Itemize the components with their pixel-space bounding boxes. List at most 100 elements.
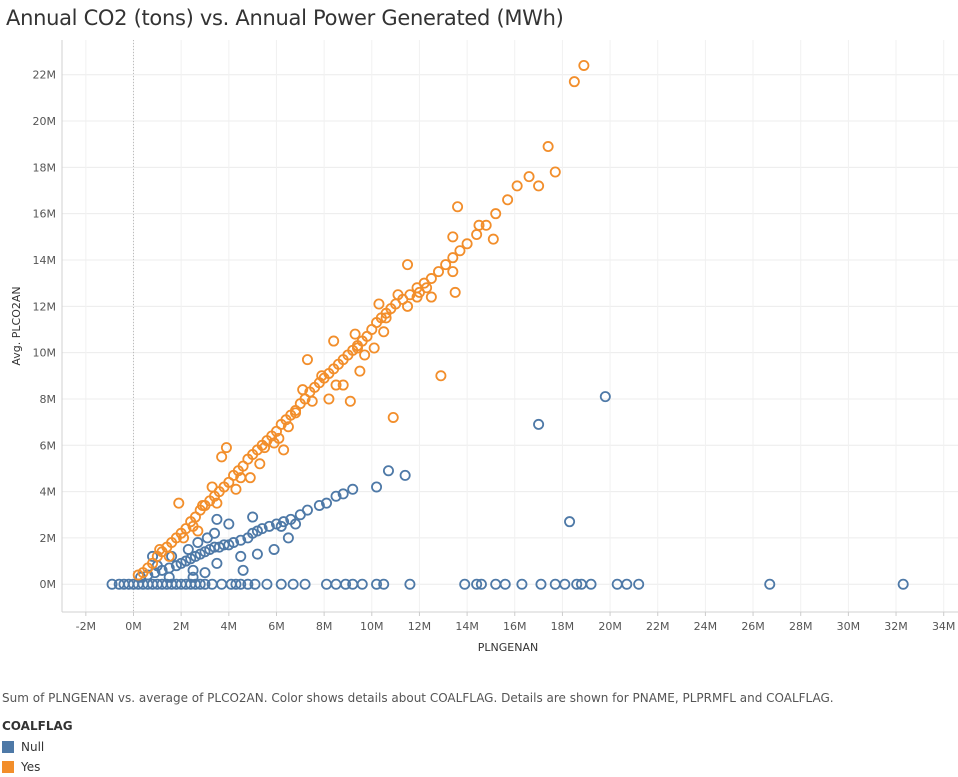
data-point-null[interactable] xyxy=(163,571,175,583)
data-point-null[interactable] xyxy=(499,578,511,590)
data-point-null[interactable] xyxy=(299,578,311,590)
data-point-null[interactable] xyxy=(321,497,333,509)
data-point-null[interactable] xyxy=(404,578,416,590)
data-point-yes[interactable] xyxy=(480,219,492,231)
data-point-null[interactable] xyxy=(287,578,299,590)
data-point-yes[interactable] xyxy=(220,442,232,454)
data-point-null[interactable] xyxy=(106,578,118,590)
data-point-null[interactable] xyxy=(585,578,597,590)
data-point-null[interactable] xyxy=(533,418,545,430)
data-point-null[interactable] xyxy=(633,578,645,590)
data-point-null[interactable] xyxy=(182,543,194,555)
data-point-yes[interactable] xyxy=(349,328,361,340)
data-point-null[interactable] xyxy=(282,532,294,544)
data-point-yes[interactable] xyxy=(425,273,437,285)
data-point-yes[interactable] xyxy=(323,393,335,405)
data-point-null[interactable] xyxy=(559,578,571,590)
data-point-null[interactable] xyxy=(235,534,247,546)
data-point-null[interactable] xyxy=(764,578,776,590)
data-point-null[interactable] xyxy=(897,578,909,590)
data-point-yes[interactable] xyxy=(330,379,342,391)
data-point-yes[interactable] xyxy=(359,349,371,361)
data-point-null[interactable] xyxy=(187,564,199,576)
data-point-null[interactable] xyxy=(347,483,359,495)
data-point-null[interactable] xyxy=(251,548,263,560)
data-point-null[interactable] xyxy=(371,481,383,493)
data-point-yes[interactable] xyxy=(206,481,218,493)
data-point-yes[interactable] xyxy=(278,444,290,456)
data-point-null[interactable] xyxy=(275,520,287,532)
data-point-yes[interactable] xyxy=(452,201,464,213)
data-point-yes[interactable] xyxy=(344,395,356,407)
data-point-null[interactable] xyxy=(235,550,247,562)
data-point-null[interactable] xyxy=(340,578,352,590)
legend-item-null[interactable]: Null xyxy=(2,737,73,757)
data-point-null[interactable] xyxy=(228,537,240,549)
data-point-null[interactable] xyxy=(247,511,259,523)
data-point-null[interactable] xyxy=(209,527,221,539)
data-point-null[interactable] xyxy=(263,520,275,532)
data-point-yes[interactable] xyxy=(421,282,433,294)
data-point-yes[interactable] xyxy=(487,233,499,245)
data-point-null[interactable] xyxy=(564,516,576,528)
data-point-yes[interactable] xyxy=(354,365,366,377)
data-point-null[interactable] xyxy=(192,537,204,549)
data-point-yes[interactable] xyxy=(197,499,209,511)
data-point-yes[interactable] xyxy=(425,291,437,303)
data-point-yes[interactable] xyxy=(373,298,385,310)
data-point-null[interactable] xyxy=(261,578,273,590)
data-point-yes[interactable] xyxy=(268,437,280,449)
data-point-null[interactable] xyxy=(223,518,235,530)
data-point-null[interactable] xyxy=(378,578,390,590)
data-point-yes[interactable] xyxy=(192,525,204,537)
data-point-null[interactable] xyxy=(290,518,302,530)
data-point-yes[interactable] xyxy=(173,497,185,509)
data-point-null[interactable] xyxy=(199,567,211,579)
data-point-null[interactable] xyxy=(621,578,633,590)
data-point-yes[interactable] xyxy=(387,411,399,423)
data-point-yes[interactable] xyxy=(316,370,328,382)
data-point-yes[interactable] xyxy=(259,442,271,454)
data-point-null[interactable] xyxy=(337,488,349,500)
data-point-null[interactable] xyxy=(230,578,242,590)
data-point-null[interactable] xyxy=(301,504,313,516)
data-point-yes[interactable] xyxy=(433,266,445,278)
data-point-null[interactable] xyxy=(199,578,211,590)
data-point-null[interactable] xyxy=(599,391,611,403)
data-point-yes[interactable] xyxy=(568,76,580,88)
data-point-yes[interactable] xyxy=(301,354,313,366)
data-point-yes[interactable] xyxy=(368,342,380,354)
data-point-null[interactable] xyxy=(475,578,487,590)
data-point-null[interactable] xyxy=(268,543,280,555)
data-point-yes[interactable] xyxy=(449,286,461,298)
data-point-null[interactable] xyxy=(147,550,159,562)
data-point-yes[interactable] xyxy=(461,238,473,250)
data-point-yes[interactable] xyxy=(378,326,390,338)
data-point-yes[interactable] xyxy=(490,208,502,220)
data-point-null[interactable] xyxy=(535,578,547,590)
data-point-null[interactable] xyxy=(382,465,394,477)
data-point-null[interactable] xyxy=(211,513,223,525)
data-point-null[interactable] xyxy=(571,578,583,590)
data-point-yes[interactable] xyxy=(178,532,190,544)
data-point-null[interactable] xyxy=(371,578,383,590)
data-point-yes[interactable] xyxy=(523,171,535,183)
data-point-null[interactable] xyxy=(194,578,206,590)
data-point-yes[interactable] xyxy=(380,312,392,324)
data-point-yes[interactable] xyxy=(435,370,447,382)
data-point-null[interactable] xyxy=(275,578,287,590)
data-point-yes[interactable] xyxy=(282,421,294,433)
data-point-null[interactable] xyxy=(237,564,249,576)
data-point-null[interactable] xyxy=(516,578,528,590)
data-point-yes[interactable] xyxy=(328,335,340,347)
data-point-yes[interactable] xyxy=(454,245,466,257)
data-point-yes[interactable] xyxy=(351,342,363,354)
data-point-null[interactable] xyxy=(356,578,368,590)
data-point-yes[interactable] xyxy=(447,266,459,278)
data-point-yes[interactable] xyxy=(216,451,228,463)
data-point-null[interactable] xyxy=(211,557,223,569)
data-point-null[interactable] xyxy=(249,578,261,590)
data-point-yes[interactable] xyxy=(533,180,545,192)
data-point-yes[interactable] xyxy=(402,300,414,312)
data-point-yes[interactable] xyxy=(244,472,256,484)
